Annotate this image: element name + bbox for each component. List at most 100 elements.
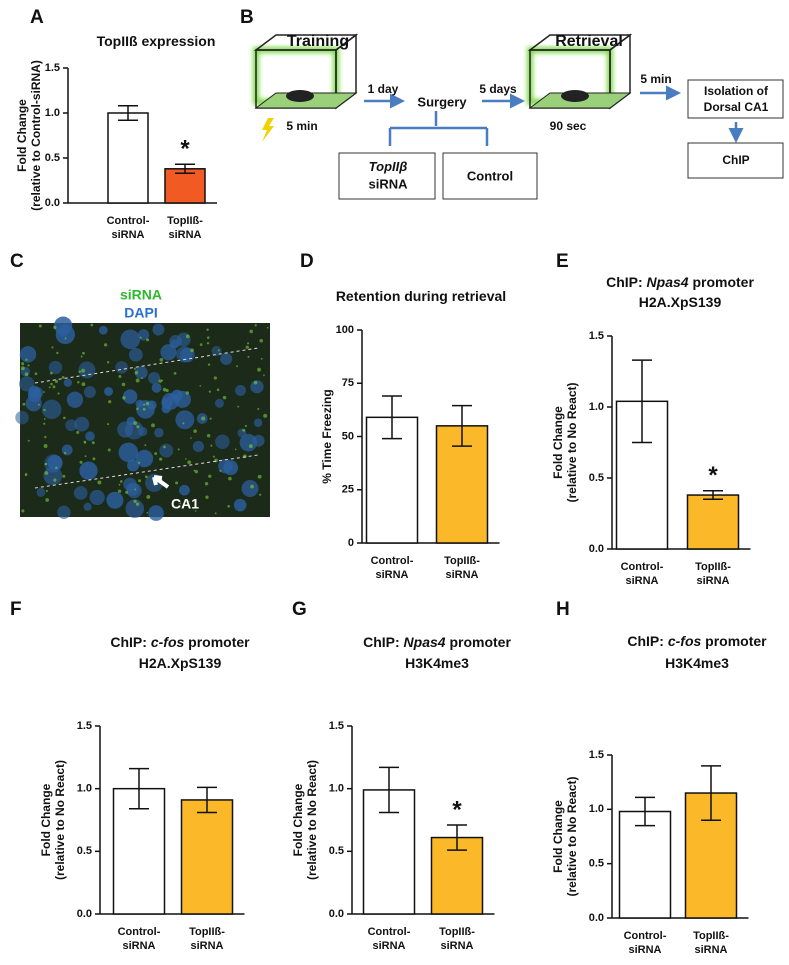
puncta bbox=[247, 355, 250, 358]
micrograph bbox=[15, 316, 270, 521]
nucleus bbox=[250, 380, 264, 394]
y-axis-label: (relative to No React) bbox=[565, 776, 579, 896]
box-label: TopIIβ bbox=[369, 159, 408, 174]
puncta bbox=[27, 439, 30, 442]
nucleus bbox=[54, 316, 73, 335]
title-part: ChIP: bbox=[627, 633, 667, 649]
puncta bbox=[64, 337, 67, 340]
chart-title: TopIIß expression bbox=[97, 33, 216, 49]
y-tick-label: 1.0 bbox=[589, 401, 604, 413]
puncta bbox=[21, 509, 25, 513]
puncta bbox=[248, 444, 253, 449]
puncta bbox=[187, 500, 190, 503]
y-axis-label: (relative to No React) bbox=[565, 382, 579, 502]
puncta bbox=[44, 462, 48, 466]
nucleus bbox=[66, 391, 84, 408]
y-axis-label: Fold Change bbox=[291, 783, 305, 856]
box-label: Dorsal CA1 bbox=[704, 100, 769, 114]
puncta bbox=[138, 479, 142, 483]
puncta bbox=[242, 428, 246, 432]
puncta bbox=[125, 490, 129, 494]
puncta bbox=[45, 498, 50, 502]
chart-title: ChIP: Npas4 promoter bbox=[606, 274, 754, 290]
interval: 5 min bbox=[640, 72, 671, 86]
chart-title: ChIP: Npas4 promoter bbox=[363, 634, 511, 650]
x-tick-label: TopIIß- bbox=[167, 215, 203, 227]
puncta bbox=[24, 474, 27, 477]
puncta bbox=[133, 421, 138, 426]
puncta bbox=[228, 476, 232, 481]
puncta bbox=[214, 512, 217, 515]
nucleus bbox=[253, 418, 263, 427]
puncta bbox=[143, 403, 146, 406]
x-tick-label: TopIIß- bbox=[444, 555, 480, 567]
puncta bbox=[45, 489, 48, 493]
nucleus bbox=[152, 323, 165, 336]
puncta bbox=[106, 361, 110, 364]
puncta bbox=[79, 460, 83, 464]
box bbox=[442, 152, 538, 200]
error-bar bbox=[382, 395, 402, 440]
error-bar bbox=[197, 786, 217, 814]
puncta bbox=[212, 455, 215, 458]
puncta bbox=[219, 469, 222, 472]
puncta bbox=[209, 417, 212, 420]
puncta bbox=[54, 379, 59, 384]
puncta bbox=[208, 390, 211, 393]
nucleus bbox=[235, 384, 247, 396]
puncta bbox=[216, 388, 220, 392]
error-bar bbox=[447, 824, 467, 851]
nucleus bbox=[120, 329, 141, 350]
box-label-part: TopIIβ bbox=[369, 159, 408, 174]
puncta bbox=[250, 484, 254, 489]
x-tick-label: siRNA bbox=[190, 940, 223, 952]
nucleus bbox=[65, 419, 78, 432]
x-tick-label: siRNA bbox=[111, 229, 144, 241]
puncta bbox=[263, 413, 268, 418]
puncta bbox=[27, 364, 30, 367]
error-bar bbox=[129, 767, 149, 810]
nucleus bbox=[135, 449, 154, 468]
bar bbox=[430, 836, 484, 915]
puncta bbox=[199, 384, 202, 387]
error-bar bbox=[452, 404, 472, 447]
box-label: ChIP bbox=[722, 153, 749, 167]
puncta bbox=[34, 372, 38, 376]
puncta bbox=[53, 478, 57, 482]
puncta bbox=[146, 511, 149, 514]
title-part: H2A.XpS139 bbox=[139, 655, 222, 671]
title-part: Npas4 bbox=[404, 634, 446, 650]
nucleus bbox=[19, 376, 35, 392]
box-label: siRNA bbox=[368, 176, 408, 191]
nucleus bbox=[124, 420, 144, 440]
puncta bbox=[63, 416, 66, 420]
x-tick-label: TopIIß- bbox=[693, 930, 729, 942]
puncta bbox=[91, 441, 95, 445]
nucleus bbox=[128, 347, 143, 362]
puncta bbox=[222, 395, 227, 400]
box-label: Isolation of bbox=[704, 84, 769, 98]
puncta bbox=[133, 367, 136, 370]
bar bbox=[618, 810, 672, 919]
y-tick-label: 75 bbox=[342, 377, 354, 389]
title-part: promoter bbox=[701, 633, 767, 649]
puncta bbox=[43, 422, 46, 425]
puncta bbox=[245, 345, 249, 349]
title-part: promoter bbox=[689, 274, 755, 290]
title-part: ChIP: bbox=[606, 274, 646, 290]
y-axis-label: Fold Change bbox=[551, 800, 565, 873]
puncta bbox=[135, 502, 140, 506]
chart-title: ChIP: c-fos promoter bbox=[110, 634, 250, 650]
puncta bbox=[57, 392, 60, 395]
puncta bbox=[206, 336, 210, 339]
puncta bbox=[257, 474, 262, 479]
puncta bbox=[151, 423, 155, 428]
chart-title: Retention during retrieval bbox=[336, 288, 506, 304]
nucleus bbox=[47, 455, 63, 471]
puncta bbox=[134, 371, 139, 375]
chart-title: H2A.XpS139 bbox=[639, 294, 722, 310]
stain-label: siRNA bbox=[120, 287, 162, 303]
puncta bbox=[253, 380, 258, 385]
x-tick-label: Control- bbox=[368, 926, 411, 938]
duration: 90 sec bbox=[550, 119, 587, 133]
